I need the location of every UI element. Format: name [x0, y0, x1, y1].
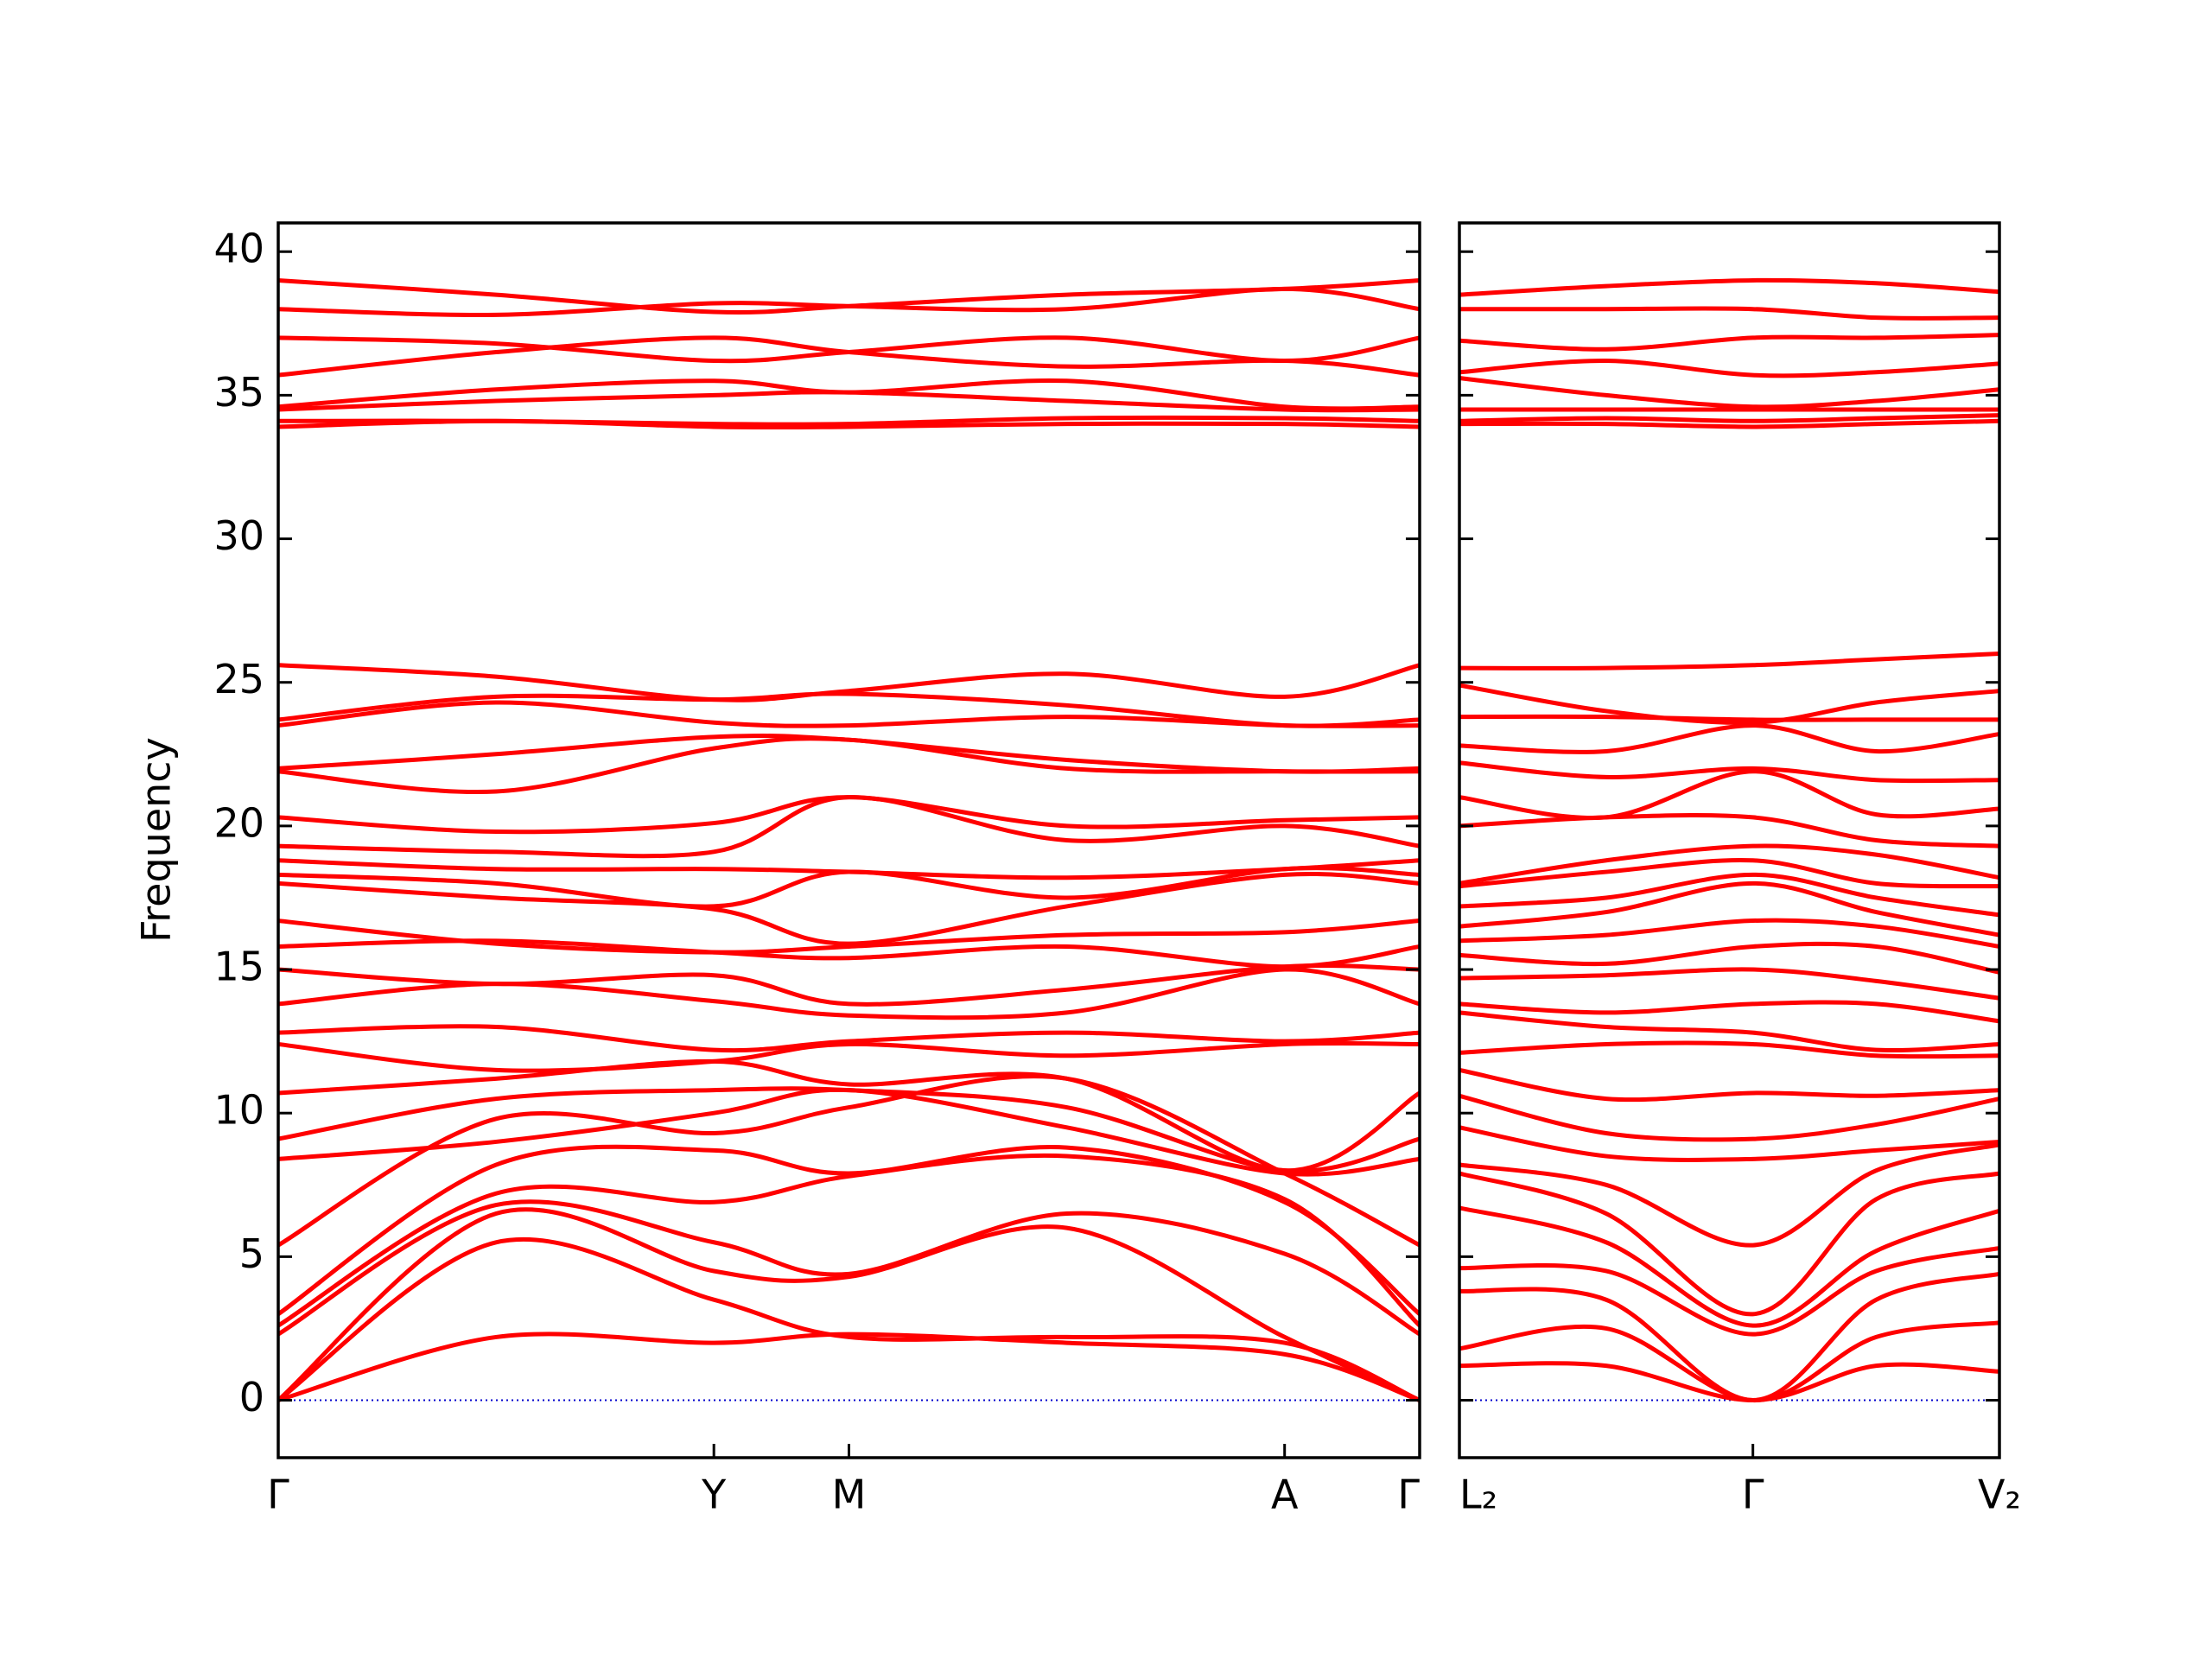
band-line	[276, 1199, 1421, 1337]
band-line	[277, 795, 1421, 859]
y-axis-label: Frequency	[133, 737, 180, 943]
x-tick-label: Γ	[1397, 1471, 1420, 1518]
band-line	[277, 691, 1421, 728]
band-line	[277, 858, 1421, 880]
plot-frame	[1458, 221, 2001, 1459]
band-line	[277, 1024, 1421, 1053]
band-line	[1459, 333, 2000, 352]
y-tick-label: 0	[239, 1374, 264, 1421]
y-tick-label: 30	[213, 512, 264, 559]
band-line	[277, 335, 1421, 364]
band-line	[1459, 880, 2000, 938]
band-line	[277, 378, 1421, 411]
band-line	[1459, 413, 2000, 423]
band-line	[1459, 1205, 2000, 1328]
band-line	[1459, 760, 2000, 784]
y-tick-label: 10	[213, 1087, 264, 1134]
band-line	[1459, 857, 2000, 889]
band-line	[276, 1153, 1421, 1328]
band-line	[1459, 1040, 2000, 1059]
band-line	[277, 736, 1421, 795]
x-tick-label: A	[1271, 1471, 1299, 1518]
band-line	[277, 1086, 1421, 1173]
band-line	[277, 663, 1421, 702]
band-line	[277, 1040, 1421, 1073]
band-line	[1459, 1067, 2000, 1103]
x-tick-label: Y	[701, 1471, 727, 1518]
band-line	[276, 1236, 1421, 1402]
band-line	[1459, 1142, 2000, 1248]
band-line	[1459, 375, 2000, 410]
y-tick-label: 40	[213, 226, 264, 272]
band-line	[1459, 918, 2000, 949]
band-line	[1459, 1010, 2000, 1052]
plot-frame	[276, 221, 1421, 1459]
band-line	[277, 938, 1421, 969]
band-line	[1459, 1093, 2000, 1142]
band-line	[1459, 651, 2000, 671]
band-line	[276, 1144, 1421, 1316]
band-line	[276, 1207, 1421, 1402]
y-tick-label: 20	[213, 799, 264, 846]
x-tick-label: V₂	[1978, 1471, 2021, 1518]
band-line	[277, 1058, 1421, 1173]
band-line	[277, 415, 1421, 427]
band-line	[1459, 1000, 2000, 1024]
x-tick-label: Γ	[1742, 1471, 1764, 1518]
band-line	[1459, 813, 2000, 849]
band-line	[1459, 1171, 2000, 1317]
band-line	[1459, 723, 2000, 754]
band-line	[277, 277, 1421, 315]
band-line	[1459, 1271, 2000, 1403]
band-line	[1459, 306, 2000, 321]
x-tick-label: M	[832, 1471, 867, 1518]
band-line	[1459, 418, 2000, 429]
band-line	[277, 918, 1421, 955]
band-line	[1459, 872, 2000, 918]
band-line	[1459, 843, 2000, 886]
band-line	[1459, 277, 2000, 297]
band-line	[277, 795, 1421, 835]
x-tick-label: Γ	[267, 1471, 289, 1518]
y-tick-label: 5	[239, 1230, 264, 1277]
band-line	[1459, 359, 2000, 378]
band-line	[1459, 769, 2000, 821]
band-line	[1459, 967, 2000, 1001]
band-line	[1459, 1245, 2000, 1337]
y-tick-label: 35	[213, 369, 264, 416]
band-line	[277, 871, 1421, 946]
x-tick-label: L₂	[1459, 1471, 1497, 1518]
band-line	[277, 1332, 1421, 1402]
band-line	[1459, 1125, 2000, 1162]
y-tick-label: 25	[213, 656, 264, 702]
y-tick-label: 15	[213, 944, 264, 990]
band-line	[277, 967, 1421, 1020]
band-line	[1459, 683, 2000, 725]
band-line	[277, 734, 1421, 774]
band-line	[1459, 941, 2000, 975]
band-line	[1459, 714, 1999, 722]
